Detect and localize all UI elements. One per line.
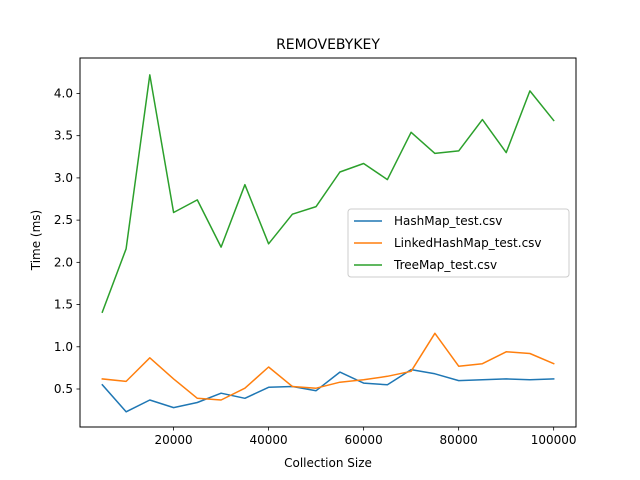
series-line-0 <box>101 368 555 413</box>
y-axis-label: Time (ms) <box>29 210 43 272</box>
x-tick-label: 100000 <box>531 433 577 447</box>
y-tick-label: 2.0 <box>54 255 73 269</box>
series-line-2 <box>101 74 555 314</box>
y-tick-label: 1.0 <box>54 340 73 354</box>
legend: HashMap_test.csv LinkedHashMap_test.csv Tr… <box>347 208 570 278</box>
x-tick-label: 60000 <box>345 433 383 447</box>
x-tick-label: 80000 <box>440 433 478 447</box>
x-axis-label: Collection Size <box>284 456 372 470</box>
y-tick-label: 4.0 <box>54 86 73 100</box>
y-tick-label: 3.0 <box>54 171 73 185</box>
y-tick-label: 0.5 <box>54 382 73 396</box>
legend-label: TreeMap_test.csv <box>393 258 497 272</box>
y-axis-ticks: 0.5 1.0 1.5 2.0 2.5 3.0 3.5 4.0 <box>54 86 80 396</box>
y-tick-label: 3.5 <box>54 129 73 143</box>
plot-frame <box>79 57 577 428</box>
series-line-1 <box>101 332 555 401</box>
x-tick-label: 20000 <box>155 433 193 447</box>
legend-label: HashMap_test.csv <box>394 214 502 228</box>
x-tick-label: 40000 <box>250 433 288 447</box>
plot-area <box>79 57 577 428</box>
legend-box <box>347 208 570 278</box>
y-tick-label: 2.5 <box>54 213 73 227</box>
x-axis-ticks: 20000 40000 60000 80000 100000 <box>155 427 577 447</box>
chart-title: REMOVEBYKEY <box>276 37 380 53</box>
legend-label: LinkedHashMap_test.csv <box>394 236 542 250</box>
y-tick-label: 1.5 <box>54 298 73 312</box>
